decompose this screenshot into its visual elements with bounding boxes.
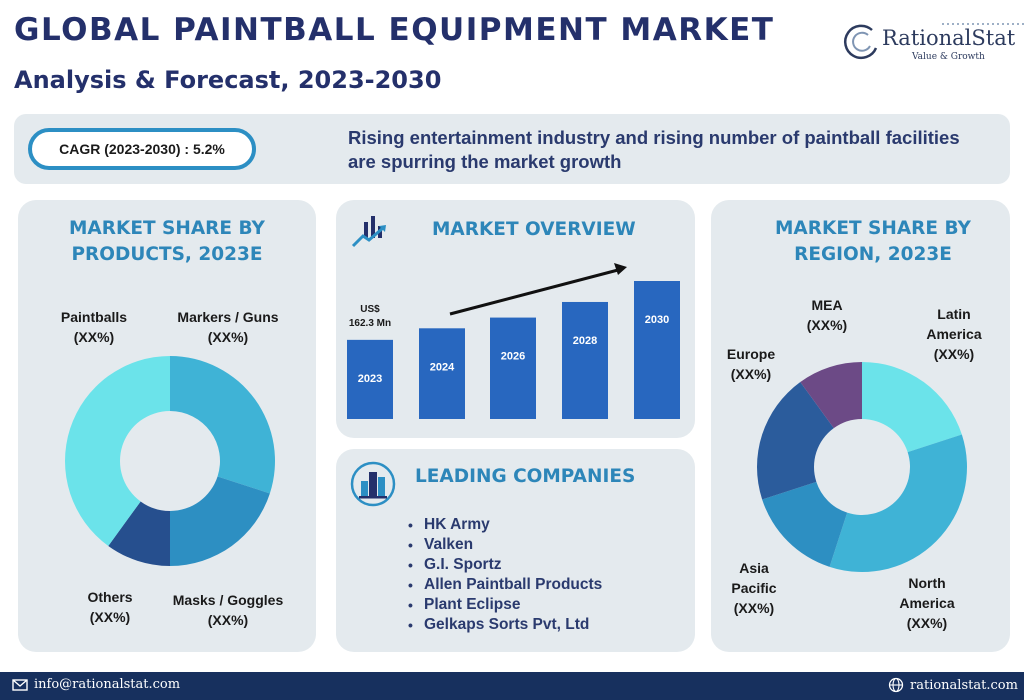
- donut-slice-masks-goggles: [170, 476, 270, 566]
- footer-website[interactable]: rationalstat.com: [888, 677, 1018, 693]
- slice-label-mea: MEA (XX%): [807, 297, 847, 333]
- logo-name: RationalStat: [882, 26, 1016, 50]
- logo-tagline: Value & Growth: [912, 52, 985, 62]
- bar-label-2023: 2023: [358, 373, 382, 385]
- slice-label-europe: Europe (XX%): [727, 346, 775, 382]
- products-share-panel: MARKET SHARE BY PRODUCTS, 2023E Markers …: [18, 200, 316, 652]
- slice-label-masks-goggles: Masks / Goggles (XX%): [173, 592, 284, 628]
- envelope-icon: [12, 678, 28, 691]
- page-subtitle: Analysis & Forecast, 2023-2030: [14, 66, 442, 94]
- logo[interactable]: RationalStat Value & Growth: [842, 20, 1024, 64]
- growth-chart-icon: [351, 216, 386, 248]
- slice-label-asia-pacific: Asia Pacific (XX%): [731, 560, 776, 616]
- list-item: Allen Paintball Products: [408, 575, 602, 595]
- bar-2028: [562, 301, 608, 419]
- companies-list: HK Army Valken G.I. Sportz Allen Paintba…: [408, 515, 602, 635]
- list-item: Valken: [408, 535, 602, 555]
- region-share-panel: MARKET SHARE BY REGION, 2023E Latin Ameri…: [711, 200, 1010, 652]
- trend-arrow-head: [614, 263, 627, 275]
- list-item: HK Army: [408, 515, 602, 535]
- slice-label-paintballs: Paintballs (XX%): [61, 309, 127, 345]
- slice-label-north-america: North America (XX%): [899, 575, 954, 631]
- list-item: Plant Eclipse: [408, 595, 602, 615]
- compass-arc-icon: [844, 24, 878, 60]
- donut-slice-others: [108, 501, 170, 566]
- footer-bar: info@rationalstat.com rationalstat.com: [0, 672, 1024, 700]
- donut-slice-latin-america: [862, 362, 962, 453]
- products-donut-chart: Markers / Guns (XX%) Masks / Goggles (XX%) O…: [61, 309, 284, 628]
- slice-label-latin-america: Latin America (XX%): [926, 306, 981, 362]
- page-title: GLOBAL PAINTBALL EQUIPMENT MARKET: [14, 12, 775, 48]
- bar-value-label-2023: US$ 162.3 Mn: [349, 304, 391, 329]
- donut-slice-mea: [800, 362, 862, 429]
- bar-label-2030: 2030: [645, 314, 669, 326]
- leading-companies-panel: LEADING COMPANIES HK Army Valken G.I. Sp…: [336, 449, 695, 652]
- bar-label-2024: 2024: [430, 361, 455, 373]
- donut-slice-paintballs: [65, 356, 170, 546]
- market-overview-bar-chart: 2023 2024 2026 2028 2030 US$ 162.3 Mn: [347, 263, 680, 419]
- donut-slice-north-america: [829, 434, 967, 572]
- globe-icon: [888, 677, 904, 693]
- region-donut-chart: Latin America (XX%) North America (XX%) Asia Pa…: [727, 297, 982, 631]
- buildings-icon: [350, 461, 396, 507]
- cagr-badge: CAGR (2023-2030) : 5.2%: [28, 128, 256, 170]
- bar-label-2028: 2028: [573, 335, 597, 347]
- footer-email[interactable]: info@rationalstat.com: [12, 677, 180, 692]
- email-link[interactable]: info@rationalstat.com: [34, 677, 181, 692]
- website-link[interactable]: rationalstat.com: [910, 677, 1018, 693]
- logo-dotted-line: [942, 23, 1024, 25]
- bar-2030: [634, 281, 680, 419]
- donut-slice-markers-guns: [170, 356, 275, 494]
- market-overview-panel: MARKET OVERVIEW 2023 2024 2026 2028 2030 US$ 1…: [336, 200, 695, 438]
- bar-label-2026: 2026: [501, 351, 525, 363]
- slice-label-others: Others (XX%): [87, 589, 132, 625]
- donut-slice-europe: [757, 382, 834, 500]
- overview-panel-title: MARKET OVERVIEW: [432, 219, 636, 240]
- bar-2024: [419, 328, 465, 419]
- list-item: G.I. Sportz: [408, 555, 602, 575]
- list-item: Gelkaps Sorts Pvt, Ltd: [408, 615, 602, 635]
- trend-arrow-line: [449, 268, 619, 316]
- companies-panel-title: LEADING COMPANIES: [415, 466, 636, 487]
- bar-2023: [347, 339, 393, 419]
- donut-slice-asia-pacific: [762, 481, 848, 567]
- products-panel-title: MARKET SHARE BY PRODUCTS, 2023E: [69, 218, 265, 265]
- slice-label-markers-guns: Markers / Guns (XX%): [177, 309, 278, 345]
- cagr-banner: CAGR (2023-2030) : 5.2% Rising entertain…: [14, 114, 1010, 184]
- region-panel-title: MARKET SHARE BY REGION, 2023E: [775, 218, 971, 265]
- bar-2026: [490, 317, 536, 419]
- growth-statement: Rising entertainment industry and rising…: [348, 127, 960, 172]
